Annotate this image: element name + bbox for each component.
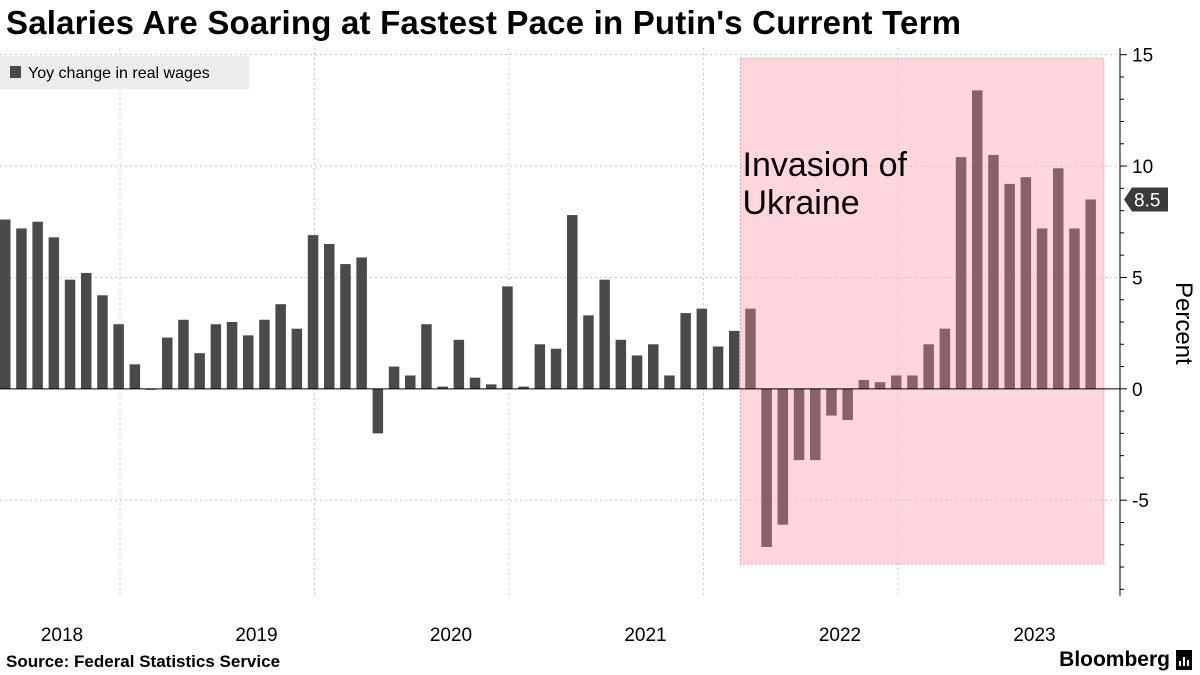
bar-mark [1053,168,1064,389]
y-tick-label: 10 [1132,157,1153,178]
bar-mark [891,375,902,389]
bar-mark [405,375,416,389]
bar-mark [793,388,805,461]
bar-mark [210,324,222,389]
bar-mark [842,388,853,421]
bar-mark [631,355,643,389]
bar-mark [907,375,918,389]
bar-mark [81,272,92,389]
bar-mark [777,388,789,525]
bloomberg-chart-icon [1176,650,1192,670]
bar-mark [178,319,189,389]
bar-mark [16,228,27,389]
x-tick-label: 2019 [235,625,277,646]
bar-mark [761,388,772,547]
bar-mark [226,322,238,389]
invasion-highlight-region [740,57,1105,565]
bar-mark [583,315,594,389]
bar-mark [113,324,124,389]
legend-label: Yoy change in real wages [28,65,210,82]
brand-name: Bloomberg [1059,648,1170,671]
bar-mark [550,348,562,389]
bar-mark [615,339,627,389]
bar-mark [567,215,578,389]
bar-mark [939,328,951,389]
bar-mark [486,384,497,389]
bar-mark [1085,199,1096,389]
bar-mark [162,337,173,389]
x-tick-label: 2022 [819,625,861,646]
bar-mark [259,319,270,389]
bar-mark [502,286,513,389]
bar-mark [324,244,335,389]
annotation-text-line2: Ukraine [743,184,860,222]
bar-mark [745,308,756,389]
bar-mark [858,379,870,389]
bar-mark [129,364,141,389]
bar-mark [1020,177,1032,389]
bar-mark [988,154,999,389]
x-tick-label: 2020 [430,625,472,646]
bar-mark [648,344,659,389]
bar-mark [874,382,886,389]
bar-mark [696,308,708,389]
bar-mark [712,346,724,389]
bar-mark [275,304,286,389]
source-note: Source: Federal Statistics Service [6,652,281,671]
bar-mark [194,353,205,389]
bar-mark [1036,228,1048,389]
bar-mark [729,330,740,389]
x-tick-label: 2023 [1013,625,1055,646]
y-tick-label: 0 [1132,380,1143,401]
legend-box [0,56,249,89]
chart-title: Salaries Are Soaring at Fastest Pace in … [6,4,962,41]
bar-mark [826,388,837,416]
x-tick-label: 2018 [41,625,83,646]
bar-mark [437,386,448,389]
bar-mark [307,235,319,389]
annotation-text-line1: Invasion of [743,146,908,184]
y-tick-label: 15 [1132,46,1153,67]
bar-mark [64,279,76,389]
bar-mark [0,219,11,389]
bar-mark [680,313,691,389]
bar-mark [518,386,529,389]
bar-mark [32,221,43,389]
bar-mark [356,257,367,389]
bar-mark [243,335,254,389]
bar-mark [291,328,303,389]
bar-mark [599,279,610,389]
bar-mark [955,157,967,389]
bar-mark [372,388,384,434]
legend-swatch [10,66,21,78]
bar-mark [340,264,351,389]
bar-mark [1069,228,1080,389]
bar-mark [923,344,934,389]
bar-mark [810,388,821,461]
bar-mark [388,366,400,389]
bar-mark [453,339,465,389]
y-tick-label: -5 [1132,491,1149,512]
bar-mark [1004,183,1015,389]
x-tick-label: 2021 [624,625,666,646]
last-value-label: 8.5 [1134,190,1160,211]
bar-mark [97,295,108,389]
bar-mark [421,324,432,389]
bar-mark [48,237,60,389]
bar-mark [469,377,481,389]
bar-mark [534,344,546,389]
y-tick-label: 5 [1132,268,1143,289]
bar-mark [664,375,675,389]
bar-mark [972,90,983,389]
last-value-tag [1124,187,1168,212]
y-axis-title: Percent [1170,282,1197,365]
brand-logo: Bloomberg [1059,648,1192,672]
